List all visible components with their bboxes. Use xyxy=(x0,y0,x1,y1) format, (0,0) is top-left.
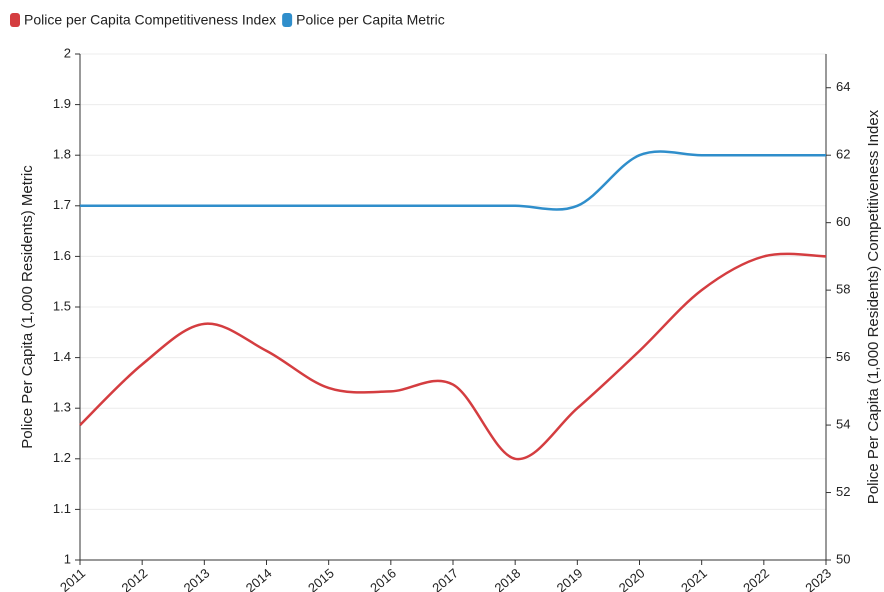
x-tick-label: 2012 xyxy=(119,565,151,592)
y2-tick-label: 64 xyxy=(836,79,850,94)
y2-tick-label: 60 xyxy=(836,214,850,229)
x-tick-label: 2013 xyxy=(181,565,213,592)
legend-swatch xyxy=(282,13,293,27)
x-tick-label: 2017 xyxy=(429,565,461,592)
y2-tick-label: 50 xyxy=(836,551,850,566)
legend-label: Police per Capita Competitiveness Index xyxy=(24,12,276,28)
y-tick-label: 1.1 xyxy=(53,501,71,516)
y-tick-label: 1.8 xyxy=(53,147,71,162)
y-tick-label: 1.6 xyxy=(53,248,71,263)
line-series xyxy=(79,252,827,461)
line-series xyxy=(80,150,826,211)
y-axis-label: Police Per Capita (1,000 Residents) Metr… xyxy=(19,165,36,449)
y2-tick-label: 56 xyxy=(836,349,850,364)
y2-tick-label: 58 xyxy=(836,282,850,297)
y2-tick-label: 54 xyxy=(836,417,850,432)
legend-swatch xyxy=(10,13,20,27)
x-tick-label: 2018 xyxy=(492,565,524,592)
x-tick-label: 2022 xyxy=(740,565,772,592)
x-tick-label: 2023 xyxy=(802,565,834,592)
y2-axis-label: Police Per Capita (1,000 Residents) Comp… xyxy=(865,109,882,504)
x-tick-label: 2019 xyxy=(554,565,586,592)
y-tick-label: 1.4 xyxy=(53,349,71,364)
x-tick-label: 2015 xyxy=(305,565,337,592)
x-tick-label: 2014 xyxy=(243,565,275,592)
x-tick-label: 2021 xyxy=(678,565,710,592)
y2-tick-label: 52 xyxy=(836,484,850,499)
y-tick-label: 1.9 xyxy=(53,96,71,111)
legend-label: Police per Capita Metric xyxy=(296,12,445,28)
y-tick-label: 2 xyxy=(64,45,71,60)
y-tick-label: 1.5 xyxy=(53,298,71,313)
y2-tick-label: 62 xyxy=(836,147,850,162)
x-tick-label: 2016 xyxy=(367,565,399,592)
y-tick-label: 1.3 xyxy=(53,400,71,415)
x-tick-label: 2011 xyxy=(57,565,88,592)
x-tick-label: 2020 xyxy=(616,565,648,592)
y-tick-label: 1 xyxy=(64,551,71,566)
y-tick-label: 1.7 xyxy=(53,197,71,212)
y-tick-label: 1.2 xyxy=(53,450,71,465)
